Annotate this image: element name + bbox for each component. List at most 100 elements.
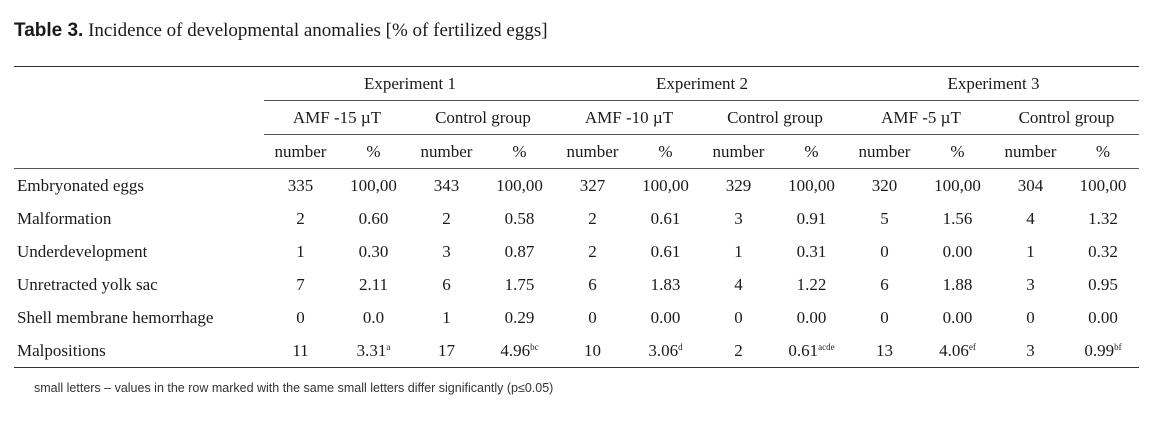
table-cell: 0 — [264, 301, 337, 334]
table-row: Shell membrane hemorrhage 0 0.0 1 0.29 0 0.00 0… — [14, 301, 1139, 334]
cell-value: 13 — [876, 340, 893, 360]
subheader-number: number — [848, 134, 921, 169]
table-cell: 6 — [410, 268, 483, 301]
table-cell: 1.22 — [775, 268, 848, 301]
table-cell: 1.83 — [629, 268, 702, 301]
table-cell: 0.61acde — [775, 334, 848, 368]
cell-value: 100,00 — [788, 175, 835, 195]
experiment-header-row: Experiment 1 Experiment 2 Experiment 3 — [14, 66, 1139, 101]
cell-value: 1 — [296, 241, 305, 261]
table-cell: 0 — [702, 301, 775, 334]
table-cell: 0.58 — [483, 202, 556, 235]
table-cell: 7 — [264, 268, 337, 301]
table-cell: 1 — [410, 301, 483, 334]
cell-value: 0.29 — [504, 307, 535, 327]
cell-value: 0.00 — [942, 241, 973, 261]
cell-value: 327 — [579, 175, 606, 195]
cell-value: 100,00 — [934, 175, 981, 195]
subheader-percent: % — [921, 134, 994, 169]
significance-marker: ef — [968, 341, 976, 352]
subheader-percent: % — [775, 134, 848, 169]
cell-value: 1 — [734, 241, 743, 261]
table-cell: 0.00 — [921, 235, 994, 268]
table-cell: 304 — [994, 169, 1067, 203]
table-cell: 0.87 — [483, 235, 556, 268]
significance-marker: bf — [1114, 341, 1122, 352]
cell-value: 0.58 — [504, 208, 535, 228]
table-cell: 0.0 — [337, 301, 410, 334]
group-header: Control group — [994, 100, 1139, 135]
experiment-1-header: Experiment 1 — [264, 66, 556, 101]
group-header: AMF -15 µT — [264, 100, 410, 135]
table-cell: 0.60 — [337, 202, 410, 235]
row-label: Malpositions — [14, 334, 264, 368]
table-cell: 5 — [848, 202, 921, 235]
table-cell: 1 — [264, 235, 337, 268]
subheader-number: number — [410, 134, 483, 169]
cell-value: 1.56 — [942, 208, 973, 228]
table-cell: 1.56 — [921, 202, 994, 235]
table-cell: 335 — [264, 169, 337, 203]
row-label: Embryonated eggs — [17, 175, 144, 195]
group-header: Control group — [410, 100, 556, 135]
row-label: Malformation — [17, 208, 112, 228]
table-cell: 343 — [410, 169, 483, 203]
table-cell: 2 — [410, 202, 483, 235]
cell-value: 0 — [734, 307, 743, 327]
cell-value: 3 — [1026, 274, 1035, 294]
significance-marker: bc — [530, 341, 539, 352]
subheader-percent: % — [337, 134, 410, 169]
cell-value: 2 — [734, 340, 743, 360]
cell-value: 1 — [1026, 241, 1035, 261]
cell-value: 2 — [588, 208, 597, 228]
subheader-percent: % — [483, 134, 556, 169]
cell-value: 1 — [442, 307, 451, 327]
subheader-number: number — [994, 134, 1067, 169]
table-cell: 3.06d — [629, 334, 702, 368]
cell-value: 0 — [588, 307, 597, 327]
cell-value: 7 — [296, 274, 305, 294]
table-cell: 2 — [702, 334, 775, 368]
table-cell: 13 — [848, 334, 921, 368]
table-cell: 100,00 — [1067, 169, 1139, 203]
table-cell: 2.11 — [337, 268, 410, 301]
subheader-number: number — [556, 134, 629, 169]
table-cell: 3.31a — [337, 334, 410, 368]
cell-value: 0 — [880, 307, 889, 327]
subheader-percent: % — [629, 134, 702, 169]
cell-value: 0.61 — [650, 241, 681, 261]
table-cell: 2 — [556, 202, 629, 235]
table-row: Underdevelopment 1 0.30 3 0.87 2 0.61 1 0.31 0 0.0… — [14, 235, 1139, 268]
significance-marker: a — [386, 341, 391, 352]
cell-value: 6 — [588, 274, 597, 294]
row-label: Unretracted yolk sac — [17, 274, 158, 294]
cell-value: 4.06 — [939, 340, 969, 360]
table-cell: 3 — [410, 235, 483, 268]
table-caption: Table 3. Incidence of developmental anom… — [14, 20, 548, 42]
table-cell: 4 — [702, 268, 775, 301]
cell-value: 1.75 — [504, 274, 535, 294]
table-cell: 0 — [556, 301, 629, 334]
table-row: Malformation 2 0.60 2 0.58 2 0.61 3 0.91 5 1.56 4 1.… — [14, 202, 1139, 235]
cell-value: 320 — [871, 175, 898, 195]
table-cell: 3 — [994, 334, 1067, 368]
table-cell: 0.30 — [337, 235, 410, 268]
cell-value: 100,00 — [642, 175, 689, 195]
table-cell: 2 — [556, 235, 629, 268]
cell-value: 0.00 — [1088, 307, 1118, 327]
cell-value: 1.22 — [796, 274, 827, 294]
significance-marker: d — [678, 341, 683, 352]
table-cell: 0.61 — [629, 235, 702, 268]
cell-value: 1.88 — [942, 274, 973, 294]
subheader-percent: % — [1067, 134, 1139, 169]
table-cell: 0.00 — [921, 301, 994, 334]
table-cell: 100,00 — [629, 169, 702, 203]
cell-value: 3 — [1026, 340, 1035, 360]
table-cell: 1 — [702, 235, 775, 268]
table-cell: 0.99bf — [1067, 334, 1139, 368]
group-header: AMF -10 µT — [556, 100, 702, 135]
table-cell: 1.32 — [1067, 202, 1139, 235]
table-cell: 4.06ef — [921, 334, 994, 368]
cell-value: 0.99 — [1084, 340, 1115, 360]
table-cell: 4.96bc — [483, 334, 556, 368]
